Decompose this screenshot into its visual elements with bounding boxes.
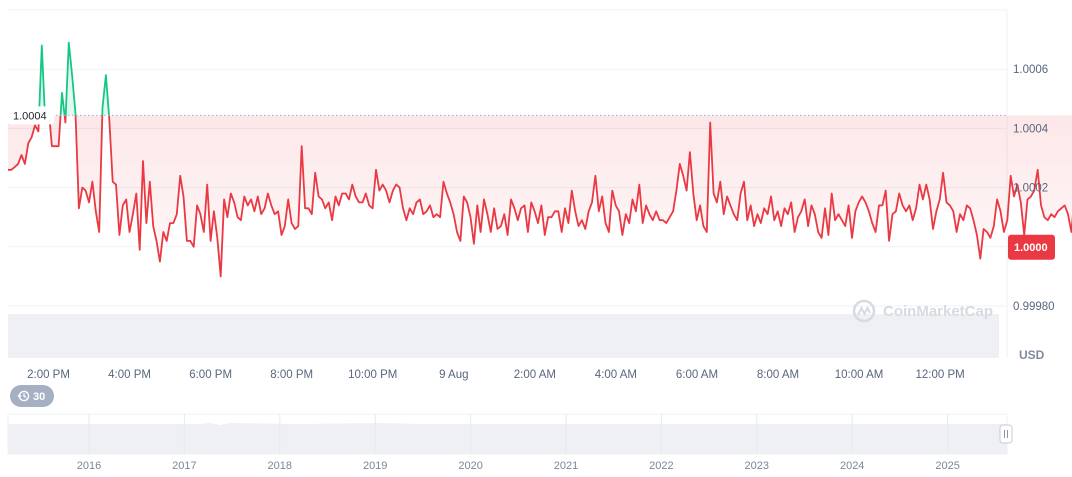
range-navigator[interactable]: 2016 2017 2018 2019 2020 2021 2022 2023 2024 2025 bbox=[7, 413, 1013, 472]
y-tick-label: 1.0004 bbox=[1013, 123, 1049, 135]
navigator-year-label: 2022 bbox=[649, 460, 673, 472]
volume-bar bbox=[8, 314, 999, 358]
navigator-year-label: 2020 bbox=[458, 460, 482, 472]
time-range-chip[interactable]: 30 bbox=[10, 385, 54, 407]
y-tick-label: 0.99980 bbox=[1013, 301, 1055, 313]
volume-bars bbox=[8, 314, 999, 358]
navigator-year-label: 2017 bbox=[172, 460, 196, 472]
coinmarketcap-logo-mark bbox=[857, 305, 871, 317]
x-axis: 2:00 PM 4:00 PM 6:00 PM 8:00 PM 10:00 PM 9 Au… bbox=[27, 369, 965, 381]
watermark-text: CoinMarketCap bbox=[883, 303, 993, 320]
x-tick-label: 4:00 AM bbox=[595, 369, 637, 381]
x-tick-label: 10:00 PM bbox=[348, 369, 397, 381]
price-series bbox=[8, 41, 1072, 278]
time-range-label: 30 bbox=[33, 391, 45, 403]
reference-badge: 1.0004 bbox=[8, 106, 54, 125]
x-tick-label: 8:00 PM bbox=[270, 369, 313, 381]
navigator-year-label: 2018 bbox=[268, 460, 292, 472]
navigator-year-label: 2019 bbox=[363, 460, 387, 472]
x-tick-label: 4:00 PM bbox=[108, 369, 151, 381]
reference-badge-bg bbox=[8, 106, 54, 125]
navigator-handle[interactable] bbox=[999, 424, 1013, 444]
coinmarketcap-logo-icon bbox=[852, 299, 876, 323]
x-tick-label: 6:00 PM bbox=[189, 369, 232, 381]
time-range-chip-bg[interactable] bbox=[10, 385, 54, 407]
navigator-year-label: 2023 bbox=[745, 460, 769, 472]
x-tick-label: 10:00 AM bbox=[835, 369, 884, 381]
y-tick-label: 1.0002 bbox=[1013, 183, 1048, 195]
area-below-reference bbox=[8, 115, 1072, 277]
navigator-year-label: 2025 bbox=[935, 460, 959, 472]
x-tick-label: 6:00 AM bbox=[676, 369, 718, 381]
current-price-badge-bg bbox=[1008, 234, 1055, 260]
history-icon bbox=[17, 390, 30, 402]
x-tick-label: 2:00 PM bbox=[27, 369, 70, 381]
navigator-year-label: 2021 bbox=[554, 460, 578, 472]
x-tick-label: 9 Aug bbox=[439, 369, 468, 381]
currency-label: USD bbox=[1019, 348, 1045, 362]
x-tick-label: 8:00 AM bbox=[757, 369, 799, 381]
navigator-area bbox=[8, 423, 1007, 454]
coinmarketcap-watermark: CoinMarketCap bbox=[852, 299, 993, 323]
navigator-year-label: 2024 bbox=[840, 460, 864, 472]
price-line-below bbox=[8, 115, 1072, 278]
x-tick-label: 2:00 AM bbox=[514, 369, 556, 381]
reference-value-label: 1.0004 bbox=[13, 110, 47, 122]
y-tick-label: 1.0006 bbox=[1013, 64, 1048, 76]
current-price-label: 1.0000 bbox=[1014, 242, 1048, 254]
current-price-badge: 1.0000 bbox=[1008, 234, 1055, 260]
navigator-year-label: 2016 bbox=[77, 460, 101, 472]
x-tick-label: 12:00 PM bbox=[916, 369, 965, 381]
